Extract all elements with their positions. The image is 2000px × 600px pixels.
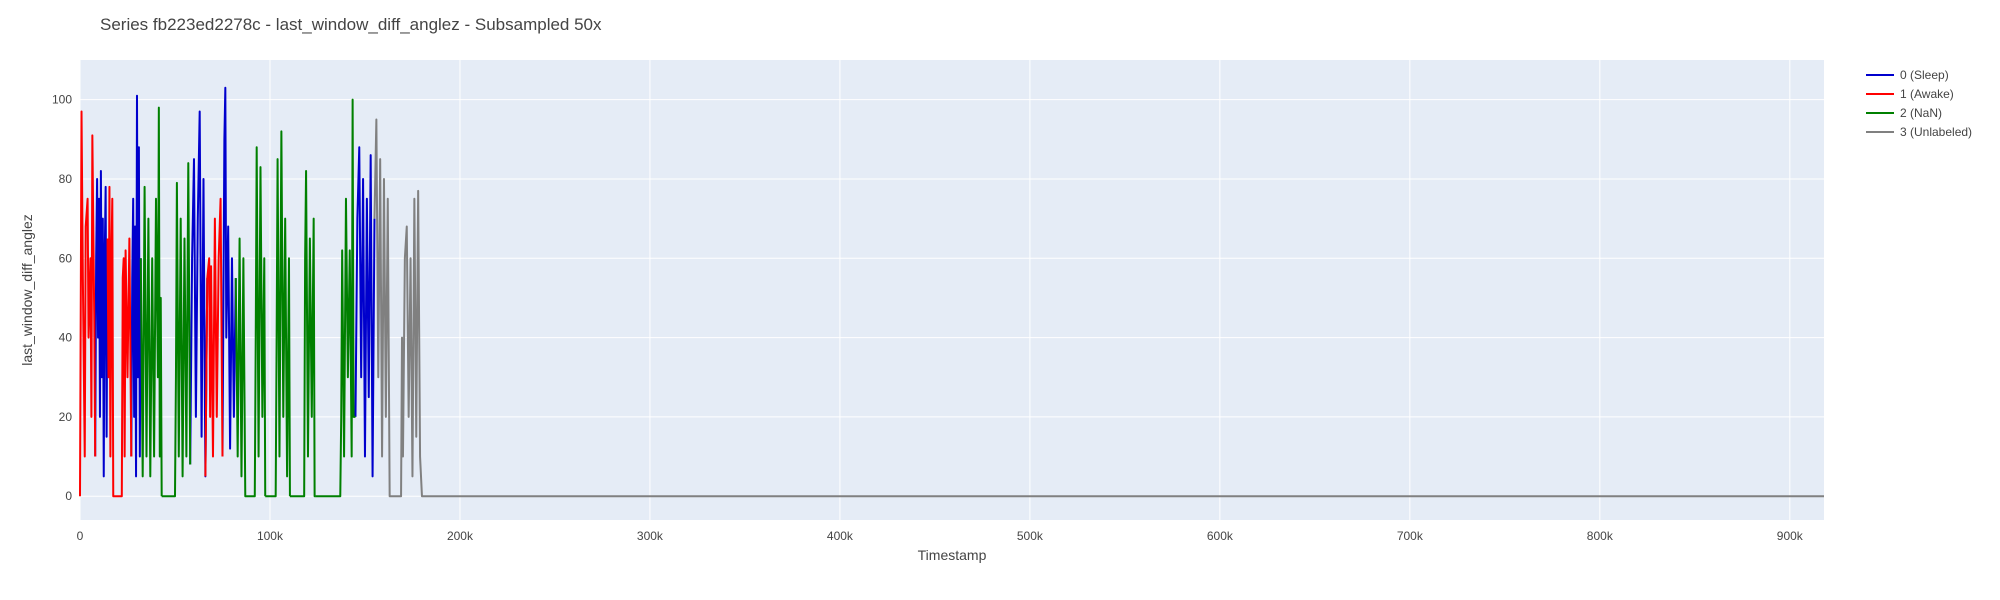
x-tick-label: 200k: [447, 529, 474, 543]
series-line: [354, 146, 376, 478]
y-tick-label: 100: [52, 93, 72, 107]
series-line: [265, 130, 291, 498]
x-tick-label: 400k: [827, 529, 854, 543]
series-2: [139, 98, 356, 498]
x-gridlines: [79, 60, 1791, 520]
legend-label: 1 (Awake): [1900, 87, 1954, 101]
x-tick-label: 500k: [1017, 529, 1044, 543]
series-1: [79, 110, 224, 498]
series-line: [289, 170, 316, 498]
legend: 0 (Sleep) 1 (Awake) 2 (NaN) 3 (Unlabeled): [1866, 68, 1972, 139]
chart-title: Series fb223ed2278c - last_window_diff_a…: [100, 15, 602, 34]
legend-label: 0 (Sleep): [1900, 68, 1949, 82]
series-line: [234, 146, 267, 498]
y-tick-label: 40: [59, 331, 73, 345]
series-line: [161, 162, 192, 498]
x-tick-label: 600k: [1207, 529, 1234, 543]
legend-item: 3 (Unlabeled): [1866, 125, 1972, 139]
x-tick-label: 300k: [637, 529, 664, 543]
x-tick-labels: 0 100k 200k 300k 400k 500k 600k 700k 800k 900k: [77, 529, 1804, 543]
legend-item: 1 (Awake): [1866, 87, 1954, 101]
series-3: [373, 118, 1824, 498]
legend-item: 2 (NaN): [1866, 106, 1942, 120]
series-line: [373, 118, 1824, 498]
x-tick-label: 900k: [1777, 529, 1804, 543]
y-tick-label: 80: [59, 172, 73, 186]
y-tick-label: 0: [65, 489, 72, 503]
series-line: [139, 106, 163, 497]
series-0: [94, 86, 376, 478]
legend-label: 2 (NaN): [1900, 106, 1942, 120]
series-line: [130, 94, 142, 478]
x-tick-label: 800k: [1587, 529, 1614, 543]
series-line: [315, 98, 356, 498]
y-tick-label: 20: [59, 410, 73, 424]
x-tick-label: 700k: [1397, 529, 1424, 543]
x-tick-label: 100k: [257, 529, 284, 543]
series-line: [79, 110, 97, 497]
series-line: [106, 185, 133, 498]
y-tick-label: 60: [59, 251, 73, 265]
x-tick-label: 0: [77, 529, 84, 543]
series-line: [204, 197, 224, 477]
legend-label: 3 (Unlabeled): [1900, 125, 1972, 139]
series-layer: [79, 86, 1824, 498]
series-line: [94, 170, 109, 478]
y-tick-labels: 0 20 40 60 80 100: [52, 93, 72, 504]
y-axis-title: last_window_diff_anglez: [19, 214, 35, 366]
series-line: [189, 110, 209, 478]
legend-item: 0 (Sleep): [1866, 68, 1949, 82]
x-axis-title: Timestamp: [918, 547, 987, 563]
series-line: [221, 86, 237, 457]
